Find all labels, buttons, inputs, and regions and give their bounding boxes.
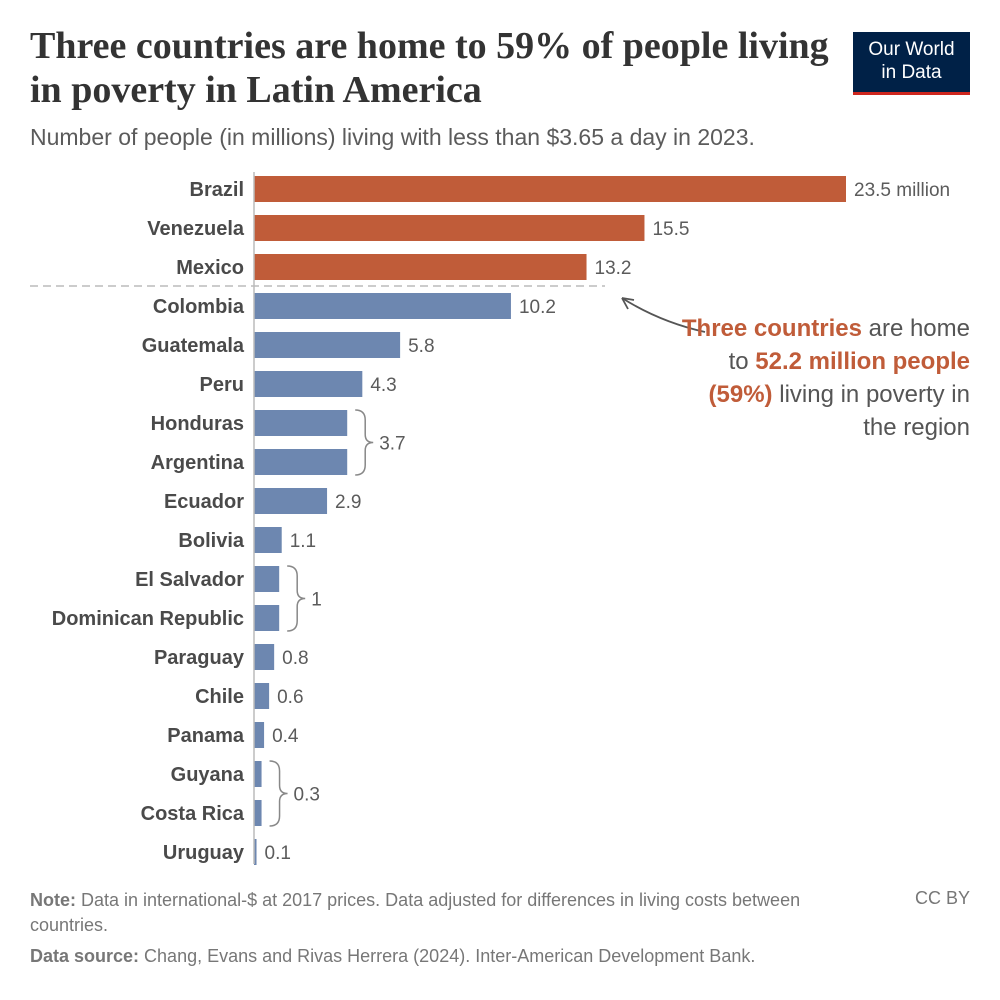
bar[interactable] (254, 644, 275, 670)
note: Note: Data in international-$ at 2017 pr… (30, 888, 850, 938)
bar[interactable] (254, 215, 645, 241)
category-label: El Salvador (135, 569, 244, 591)
category-label: Honduras (151, 413, 244, 435)
bar[interactable] (254, 527, 282, 553)
annotation-highlight-1: Three countries (681, 315, 862, 342)
bar[interactable] (254, 839, 257, 865)
value-label: 1.1 (290, 531, 316, 552)
bar[interactable] (254, 722, 265, 748)
bar[interactable] (254, 371, 363, 397)
category-label: Uruguay (163, 842, 245, 864)
annotation-highlight-2: 52.2 million people (59%) (708, 348, 970, 408)
value-label: 0.4 (272, 726, 299, 747)
value-label: 0.8 (282, 648, 308, 669)
category-label: Peru (200, 374, 244, 396)
category-label: Ecuador (164, 491, 244, 513)
value-label: 0.1 (265, 843, 291, 864)
source-text[interactable]: Chang, Evans and Rivas Herrera (2024). I… (139, 946, 756, 966)
category-label: Panama (167, 725, 245, 747)
category-label: Brazil (190, 179, 244, 201)
bar[interactable] (254, 800, 262, 826)
group-brace (269, 760, 288, 827)
chart-subtitle: Number of people (in millions) living wi… (30, 124, 755, 150)
category-label: Dominican Republic (52, 608, 244, 630)
group-brace (355, 409, 374, 476)
group-value-label: 0.3 (294, 785, 320, 806)
value-label: 4.3 (370, 375, 396, 396)
bar[interactable] (254, 761, 262, 787)
value-label: 23.5 million (854, 180, 950, 201)
bar[interactable] (254, 449, 348, 475)
category-label: Guatemala (142, 335, 245, 357)
category-label: Venezuela (147, 218, 245, 240)
license[interactable]: CC BY (914, 888, 970, 908)
value-label: 10.2 (519, 297, 556, 318)
group-brace (287, 565, 306, 632)
value-label: 2.9 (335, 492, 361, 513)
group-value-label: 1 (311, 590, 322, 611)
annotation: Three countries are home to 52.2 million… (670, 312, 970, 444)
category-label: Mexico (176, 257, 244, 279)
category-label: Argentina (151, 452, 245, 474)
category-label: Costa Rica (141, 803, 245, 825)
bar[interactable] (254, 683, 270, 709)
note-label: Note: (30, 890, 76, 910)
bar[interactable] (254, 488, 328, 514)
annotation-text-2: living in poverty in the region (772, 381, 970, 441)
category-label: Paraguay (154, 647, 245, 669)
bar[interactable] (254, 176, 846, 202)
category-label: Chile (195, 686, 244, 708)
bar[interactable] (254, 332, 401, 358)
category-label: Colombia (153, 296, 245, 318)
logo-line1: Our World (868, 39, 955, 60)
bar[interactable] (254, 254, 587, 280)
bar[interactable] (254, 605, 280, 631)
value-label: 5.8 (408, 336, 434, 357)
category-label: Bolivia (178, 530, 244, 552)
group-value-label: 3.7 (379, 434, 405, 455)
value-label: 15.5 (652, 219, 689, 240)
category-label: Guyana (171, 764, 245, 786)
value-label: 0.6 (277, 687, 303, 708)
annotation-arrow (621, 297, 706, 333)
owid-logo[interactable]: Our World in Data (853, 32, 970, 95)
arrow-head-icon (621, 297, 635, 310)
note-text: Data in international-$ at 2017 prices. … (30, 890, 801, 935)
source-label: Data source: (30, 946, 140, 966)
bar[interactable] (254, 566, 280, 592)
data-source: Data source: Chang, Evans and Rivas Herr… (30, 946, 755, 967)
bar[interactable] (254, 410, 348, 436)
logo-line2: in Data (881, 62, 942, 83)
value-label: 13.2 (595, 258, 632, 279)
bar[interactable] (254, 293, 511, 319)
chart-title: Three countries are home to 59% of peopl… (30, 25, 829, 111)
annotation-text-1: are home to (728, 315, 970, 375)
